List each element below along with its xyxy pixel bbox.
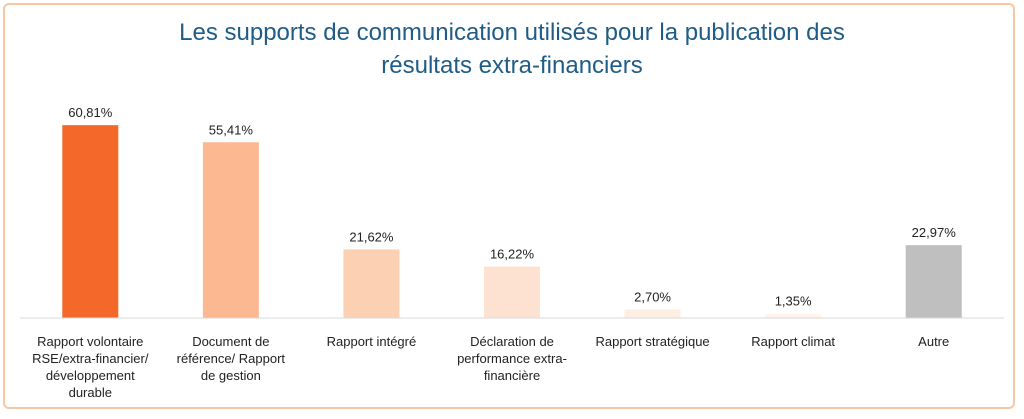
category-label-line: de gestion <box>201 368 261 383</box>
value-label-4: 16,22% <box>490 247 535 262</box>
category-label-7: Autre <box>918 334 949 349</box>
bar-4 <box>484 266 540 318</box>
category-label-line: Document de <box>192 334 269 349</box>
category-label-line: Rapport volontaire <box>37 334 143 349</box>
category-label-line: Rapport climat <box>751 334 835 349</box>
value-label-1: 60,81% <box>68 105 113 120</box>
value-label-2: 55,41% <box>209 122 254 137</box>
chart-title: Les supports de communication utilisés p… <box>0 16 1024 82</box>
bar-6 <box>765 313 822 318</box>
category-label-line: financière <box>484 368 540 383</box>
category-label-line: développement <box>46 368 135 383</box>
category-label-line: RSE/extra-financier/ <box>32 351 149 366</box>
category-label-line: durable <box>69 385 112 400</box>
bar-2 <box>202 142 259 318</box>
category-label-line: Autre <box>918 334 949 349</box>
value-label-7: 22,97% <box>912 225 957 240</box>
chart-title-line-1: Les supports de communication utilisés p… <box>179 19 845 46</box>
chart-title-line-2: résultats extra-financiers <box>381 52 643 79</box>
bar-3 <box>343 249 400 318</box>
category-label-4: Déclaration de performance extra-financiè… <box>457 334 567 383</box>
value-label-6: 1,35% <box>775 294 812 309</box>
category-label-1: Rapport volontaire RSE/extra-financier/dé… <box>32 334 149 400</box>
category-label-3: Rapport intégré <box>327 334 417 349</box>
category-label-5: Rapport stratégique <box>595 334 709 349</box>
bar-5 <box>624 309 681 318</box>
category-label-2: Document de référence/ Rapport de gestion <box>177 334 286 383</box>
value-label-5: 2,70% <box>634 289 671 304</box>
category-label-line: performance extra- <box>457 351 567 366</box>
category-labels-group: Rapport volontaire RSE/extra-financier/dé… <box>32 334 949 400</box>
bars-group <box>62 125 962 318</box>
value-labels-group: 60,81% 55,41% 21,62% 16,22% 2,70% 1,35% 22,97% <box>68 105 956 309</box>
category-label-6: Rapport climat <box>751 334 835 349</box>
chart-frame <box>3 3 1015 409</box>
category-label-line: Rapport stratégique <box>595 334 709 349</box>
category-label-line: référence/ Rapport <box>177 351 286 366</box>
category-label-line: Déclaration de <box>470 334 554 349</box>
category-label-line: Rapport intégré <box>327 334 417 349</box>
value-label-3: 21,62% <box>349 229 394 244</box>
bar-1 <box>62 125 119 318</box>
bar-7 <box>905 245 962 318</box>
